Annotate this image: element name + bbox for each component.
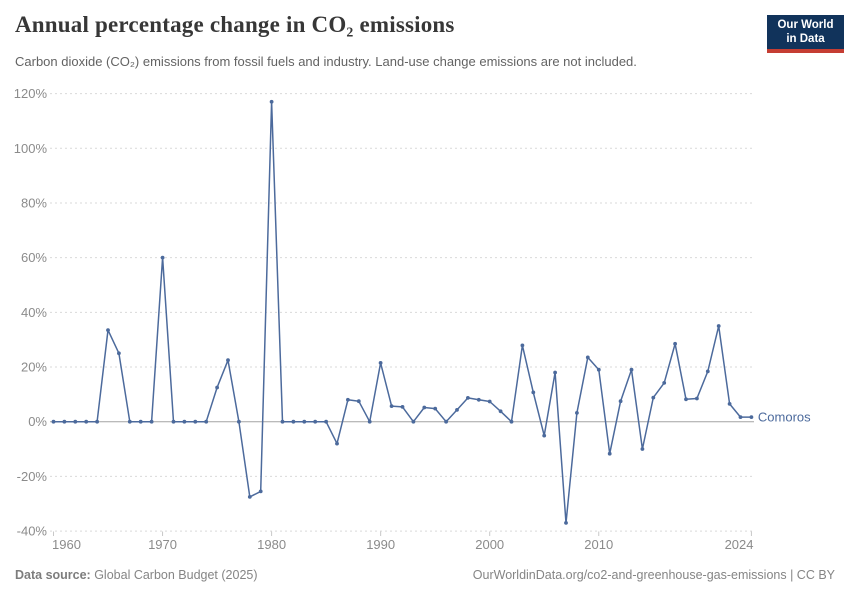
y-tick-label: 60% xyxy=(21,250,47,265)
data-point[interactable] xyxy=(509,419,514,424)
data-point[interactable] xyxy=(226,358,230,363)
y-tick-label: 80% xyxy=(21,195,47,210)
data-point[interactable] xyxy=(487,399,492,404)
data-point[interactable] xyxy=(149,419,154,424)
data-point[interactable] xyxy=(95,419,99,424)
data-point[interactable] xyxy=(356,399,361,404)
data-point[interactable] xyxy=(596,367,601,372)
x-tick-label: 2024 xyxy=(725,537,754,552)
data-point[interactable] xyxy=(607,451,612,456)
data-point[interactable] xyxy=(684,397,688,402)
y-tick-label: 0% xyxy=(28,414,47,429)
data-point[interactable] xyxy=(280,419,285,424)
data-point[interactable] xyxy=(204,419,209,424)
data-source-label: Data source: xyxy=(15,568,91,582)
data-point[interactable] xyxy=(542,433,547,438)
data-point[interactable] xyxy=(422,405,427,410)
data-point[interactable] xyxy=(335,441,339,446)
data-point[interactable] xyxy=(411,419,416,424)
data-point[interactable] xyxy=(182,419,187,424)
data-point[interactable] xyxy=(498,409,503,414)
data-source: Data source: Global Carbon Budget (2025) xyxy=(15,568,258,582)
data-point[interactable] xyxy=(444,419,448,424)
data-point[interactable] xyxy=(258,489,263,494)
y-tick-label: -40% xyxy=(17,524,48,539)
data-source-value: Global Carbon Budget (2025) xyxy=(90,568,258,582)
data-point[interactable] xyxy=(673,341,677,346)
data-point[interactable] xyxy=(575,411,579,415)
data-point[interactable] xyxy=(531,390,536,395)
data-point[interactable] xyxy=(84,419,89,424)
data-point[interactable] xyxy=(117,351,121,356)
data-point[interactable] xyxy=(520,343,525,348)
x-tick-label: 1990 xyxy=(366,537,395,552)
data-point[interactable] xyxy=(324,419,328,424)
data-point[interactable] xyxy=(215,385,220,390)
data-point[interactable] xyxy=(171,419,176,424)
owid-logo[interactable]: Our World in Data xyxy=(767,15,844,53)
data-point[interactable] xyxy=(160,255,165,260)
data-point[interactable] xyxy=(727,402,732,406)
data-point[interactable] xyxy=(564,521,568,525)
data-point[interactable] xyxy=(716,324,721,328)
y-tick-label: 20% xyxy=(21,360,47,375)
data-point[interactable] xyxy=(466,396,470,400)
data-point[interactable] xyxy=(193,419,198,424)
data-point[interactable] xyxy=(378,361,383,365)
data-point[interactable] xyxy=(247,495,252,499)
data-point[interactable] xyxy=(62,419,67,424)
data-point[interactable] xyxy=(51,419,56,424)
data-point[interactable] xyxy=(476,397,481,402)
owid-logo-line2: in Data xyxy=(786,32,825,45)
data-point[interactable] xyxy=(291,419,296,424)
data-point[interactable] xyxy=(651,395,656,400)
data-point[interactable] xyxy=(138,419,143,424)
data-point[interactable] xyxy=(73,419,78,424)
y-tick-label: -20% xyxy=(17,469,48,484)
data-point[interactable] xyxy=(269,99,274,104)
data-point[interactable] xyxy=(662,381,667,385)
x-tick-label: 2000 xyxy=(475,537,504,552)
data-point[interactable] xyxy=(400,405,405,409)
data-point[interactable] xyxy=(695,396,699,401)
y-tick-label: 120% xyxy=(14,86,48,101)
data-point[interactable] xyxy=(127,419,132,424)
footer-citation-link[interactable]: OurWorldinData.org/co2-and-greenhouse-ga… xyxy=(472,568,835,582)
y-tick-label: 40% xyxy=(21,305,47,320)
data-point[interactable] xyxy=(705,369,710,374)
y-tick-label: 100% xyxy=(14,141,48,156)
data-point[interactable] xyxy=(629,367,634,372)
data-point[interactable] xyxy=(367,419,372,424)
data-point[interactable] xyxy=(585,355,590,360)
data-point[interactable] xyxy=(738,415,743,419)
data-point[interactable] xyxy=(302,419,307,424)
data-point[interactable] xyxy=(640,447,645,451)
owid-logo-line1: Our World xyxy=(777,19,834,31)
x-tick-label: 2010 xyxy=(584,537,613,552)
x-tick-label: 1980 xyxy=(257,537,286,552)
data-point[interactable] xyxy=(346,397,350,402)
data-point[interactable] xyxy=(618,399,623,404)
data-point[interactable] xyxy=(237,419,241,424)
data-point[interactable] xyxy=(455,408,459,412)
data-point[interactable] xyxy=(433,406,438,411)
chart-subtitle: Carbon dioxide (CO₂) emissions from foss… xyxy=(15,54,637,69)
data-point[interactable] xyxy=(553,370,557,375)
x-tick-label: 1970 xyxy=(148,537,177,552)
entity-label[interactable]: Comoros xyxy=(758,410,811,425)
data-point[interactable] xyxy=(313,419,318,424)
data-point[interactable] xyxy=(106,328,110,332)
x-tick-label: 1960 xyxy=(52,537,81,552)
data-point[interactable] xyxy=(749,415,754,419)
data-point[interactable] xyxy=(389,404,394,408)
chart-title: Annual percentage change in CO₂ emission… xyxy=(15,12,455,37)
